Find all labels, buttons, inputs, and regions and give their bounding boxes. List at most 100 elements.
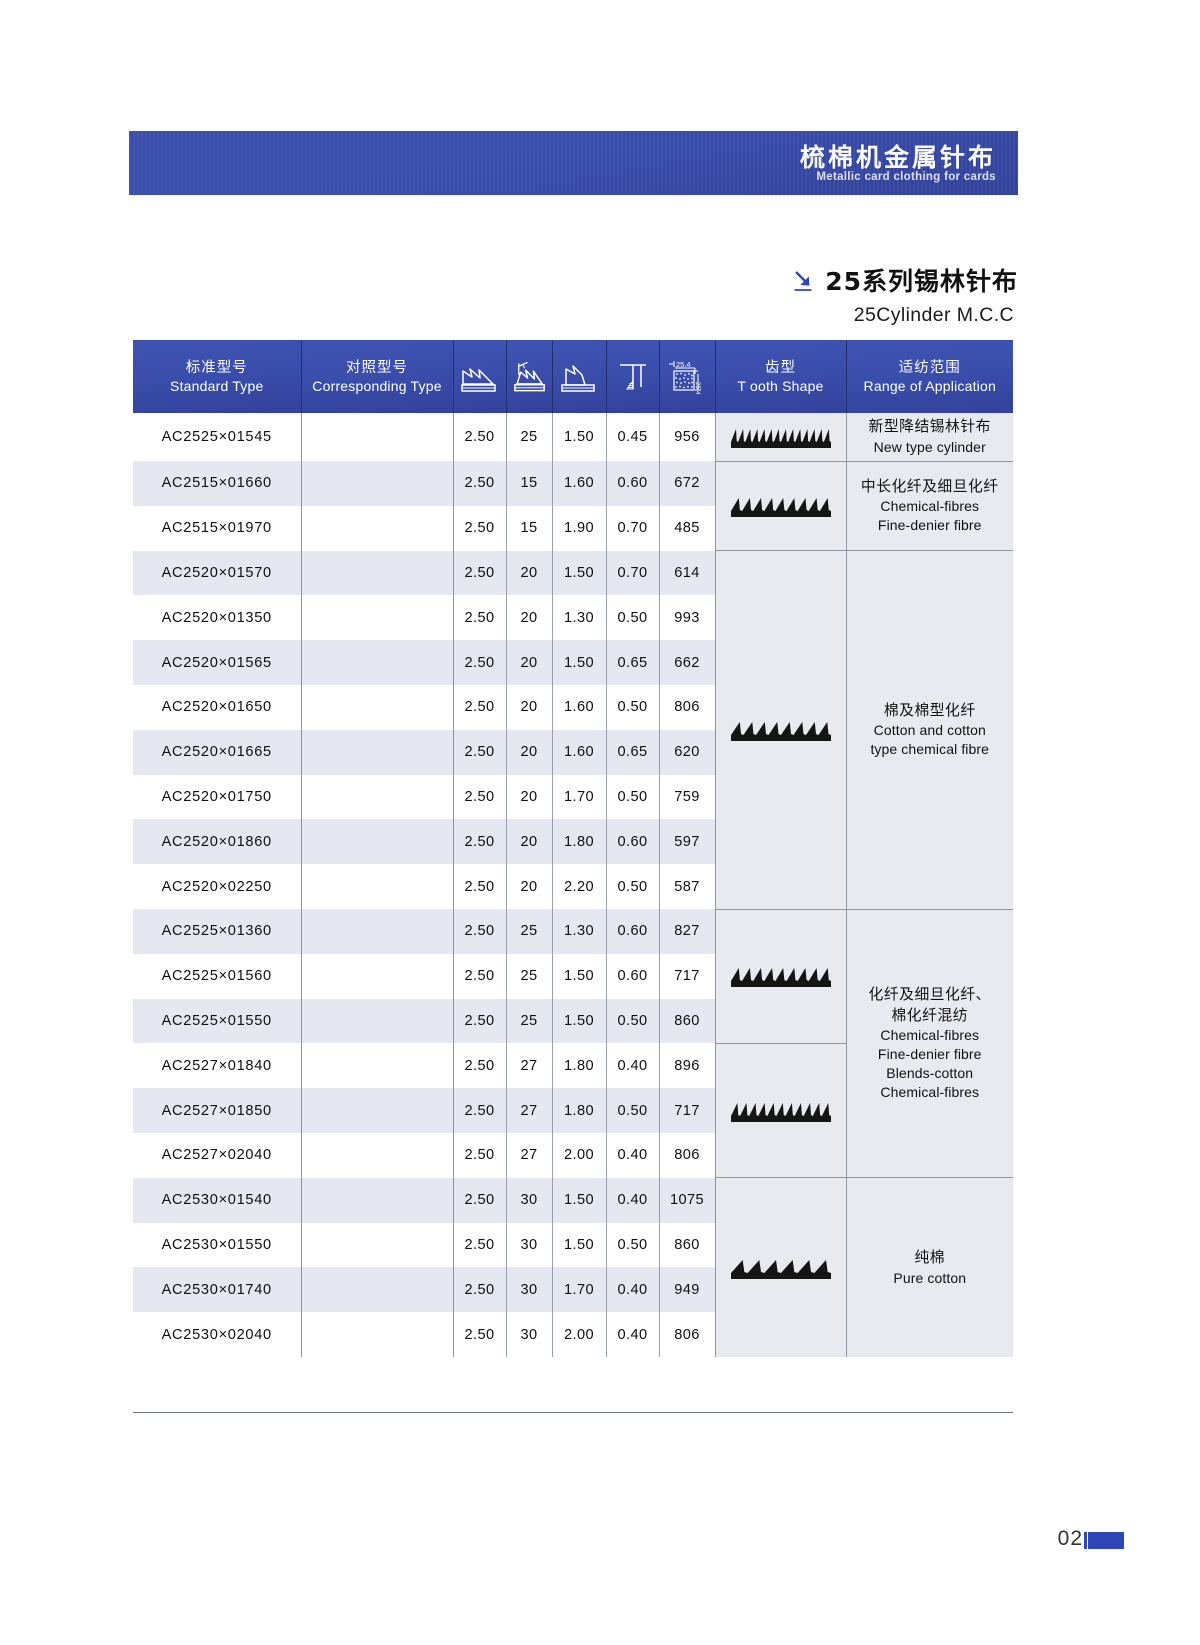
cell-standard-type: AC2525×01545 (133, 413, 302, 462)
cell-point-density: 949 (659, 1267, 716, 1313)
cell-tooth-height: 1.50 (552, 1177, 607, 1223)
cell-tooth-angle: 27 (506, 1133, 553, 1178)
cell-tooth-angle: 25 (506, 909, 553, 954)
cell-wire-thickness: 0.50 (606, 1088, 660, 1134)
cell-standard-type: AC2527×01840 (133, 1043, 302, 1089)
cell-point-density: 587 (659, 864, 716, 910)
table-row: AC2527×01840 2.50 27 1.80 0.40 896 (133, 1043, 1013, 1179)
range-text-en: Fine-denier fibre (877, 517, 982, 534)
cell-tooth-angle: 27 (506, 1088, 553, 1134)
table-row: AC2515×01970 2.50 15 1.90 0.70 485 (133, 505, 1013, 551)
table-row: AC2525×01550 2.50 25 1.50 0.50 860 (133, 998, 1013, 1044)
cell-wire-thickness: 0.40 (606, 1177, 660, 1223)
section-title-block: 25系列锡林针布 25Cylinder M.C.C (598, 262, 1018, 327)
cell-tooth-height: 1.50 (552, 640, 607, 686)
cell-standard-type: AC2527×01850 (133, 1088, 302, 1134)
cell-tooth-shape (715, 461, 847, 552)
banner-title-cn: 梳棉机金属针布 (799, 143, 996, 172)
cell-tooth-pitch: 2.50 (453, 774, 507, 820)
cell-wire-thickness: 0.65 (606, 729, 660, 775)
table-bottom-rule (133, 1412, 1013, 1413)
cell-range-of-application: 新型降结锡林针布 New type cylinder (846, 413, 1013, 462)
cell-tooth-height: 1.50 (552, 998, 607, 1044)
cell-tooth-height: 1.80 (552, 1088, 607, 1134)
sawtooth-profile-fine-icon (716, 413, 846, 461)
range-text-en: Cotton and cotton (873, 722, 986, 739)
cell-standard-type: AC2520×01565 (133, 640, 302, 686)
cell-tooth-height: 2.00 (552, 1312, 607, 1358)
cell-wire-thickness: 0.40 (606, 1312, 660, 1358)
cell-corresponding-type (301, 1222, 454, 1268)
cell-wire-thickness: 0.60 (606, 819, 660, 865)
header-cn-text: 适纺范围 (898, 359, 961, 376)
cell-point-density: 672 (659, 461, 716, 506)
arrow-down-right-icon (790, 267, 816, 293)
sawtooth-profile-purecotton-icon (716, 1178, 846, 1357)
cell-point-density: 956 (659, 413, 716, 462)
cell-wire-thickness: 0.60 (606, 909, 660, 954)
table-row: AC2527×01850 2.50 27 1.80 0.50 717 (133, 1088, 1013, 1134)
cell-range-of-application: 中长化纤及细旦化纤 Chemical-fibres Fine-denier fibr… (846, 461, 1013, 552)
cell-standard-type: AC2530×01740 (133, 1267, 302, 1313)
cell-wire-thickness: 0.70 (606, 550, 660, 596)
cell-corresponding-type (301, 1312, 454, 1358)
range-text-en: type chemical fibre (870, 741, 990, 758)
column-header-tooth-angle (505, 341, 553, 413)
table-row: AC2530×01540 2.50 30 1.50 0.40 1075 纯棉 Pure cot… (133, 1177, 1013, 1358)
cell-corresponding-type (301, 1088, 454, 1134)
cell-corresponding-type (301, 505, 454, 551)
cell-tooth-pitch: 2.50 (453, 1267, 507, 1313)
cell-wire-thickness: 0.65 (606, 640, 660, 686)
cell-tooth-height: 1.80 (552, 1043, 607, 1089)
range-text-en: Chemical-fibres (880, 1027, 980, 1044)
point-density-icon: 25.4 25.4 (662, 341, 713, 413)
cell-tooth-pitch: 2.50 (453, 953, 507, 999)
cell-wire-thickness: 0.50 (606, 864, 660, 910)
cell-tooth-pitch: 2.50 (453, 505, 507, 551)
tooth-pitch-icon (456, 341, 504, 413)
cell-corresponding-type (301, 461, 454, 506)
cell-tooth-angle: 20 (506, 864, 553, 910)
cell-point-density: 806 (659, 1133, 716, 1178)
page-number: 02 (1057, 1527, 1083, 1550)
cell-tooth-height: 1.60 (552, 729, 607, 775)
header-en-text: T ooth Shape (737, 378, 824, 395)
cell-tooth-pitch: 2.50 (453, 1133, 507, 1178)
column-header-point-density: 25.4 25.4 (658, 341, 716, 413)
cell-tooth-angle: 30 (506, 1312, 553, 1358)
cell-wire-thickness: 0.60 (606, 461, 660, 506)
cell-standard-type: AC2520×01860 (133, 819, 302, 865)
cell-tooth-pitch: 2.50 (453, 413, 507, 462)
cell-wire-thickness: 0.60 (606, 953, 660, 999)
cell-corresponding-type (301, 595, 454, 641)
tooth-angle-icon (509, 341, 550, 413)
cell-tooth-height: 1.50 (552, 550, 607, 596)
cell-tooth-height: 1.50 (552, 413, 607, 462)
table-row: AC2530×01550 2.50 30 1.50 0.50 860 (133, 1222, 1013, 1268)
header-en-text: Standard Type (170, 378, 264, 395)
cell-wire-thickness: 0.50 (606, 595, 660, 641)
cell-point-density: 896 (659, 1043, 716, 1089)
cell-point-density: 597 (659, 819, 716, 865)
cell-standard-type: AC2530×01540 (133, 1177, 302, 1223)
sawtooth-profile-blend-icon (716, 910, 846, 1043)
cell-tooth-angle: 27 (506, 1043, 553, 1089)
cell-wire-thickness: 0.40 (606, 1267, 660, 1313)
cell-standard-type: AC2520×01350 (133, 595, 302, 641)
table-row: AC2520×01570 2.50 20 1.50 0.70 614 棉及棉型化纤 Cotto… (133, 550, 1013, 910)
header-cn-text: 标准型号 (185, 359, 248, 376)
cell-tooth-pitch: 2.50 (453, 595, 507, 641)
table-row: AC2527×02040 2.50 27 2.00 0.40 806 (133, 1133, 1013, 1178)
cell-point-density: 993 (659, 595, 716, 641)
cell-corresponding-type (301, 953, 454, 999)
cell-corresponding-type (301, 998, 454, 1044)
cell-wire-thickness: 0.40 (606, 1043, 660, 1089)
cell-standard-type: AC2520×01665 (133, 729, 302, 775)
cell-corresponding-type (301, 640, 454, 686)
table-row: AC2520×01565 2.50 20 1.50 0.65 662 (133, 640, 1013, 686)
cell-standard-type: AC2525×01560 (133, 953, 302, 999)
density-label-top: 25.4 (676, 360, 691, 369)
cell-corresponding-type (301, 864, 454, 910)
range-text-en: Pure cotton (893, 1269, 967, 1286)
cell-tooth-height: 2.00 (552, 1133, 607, 1178)
